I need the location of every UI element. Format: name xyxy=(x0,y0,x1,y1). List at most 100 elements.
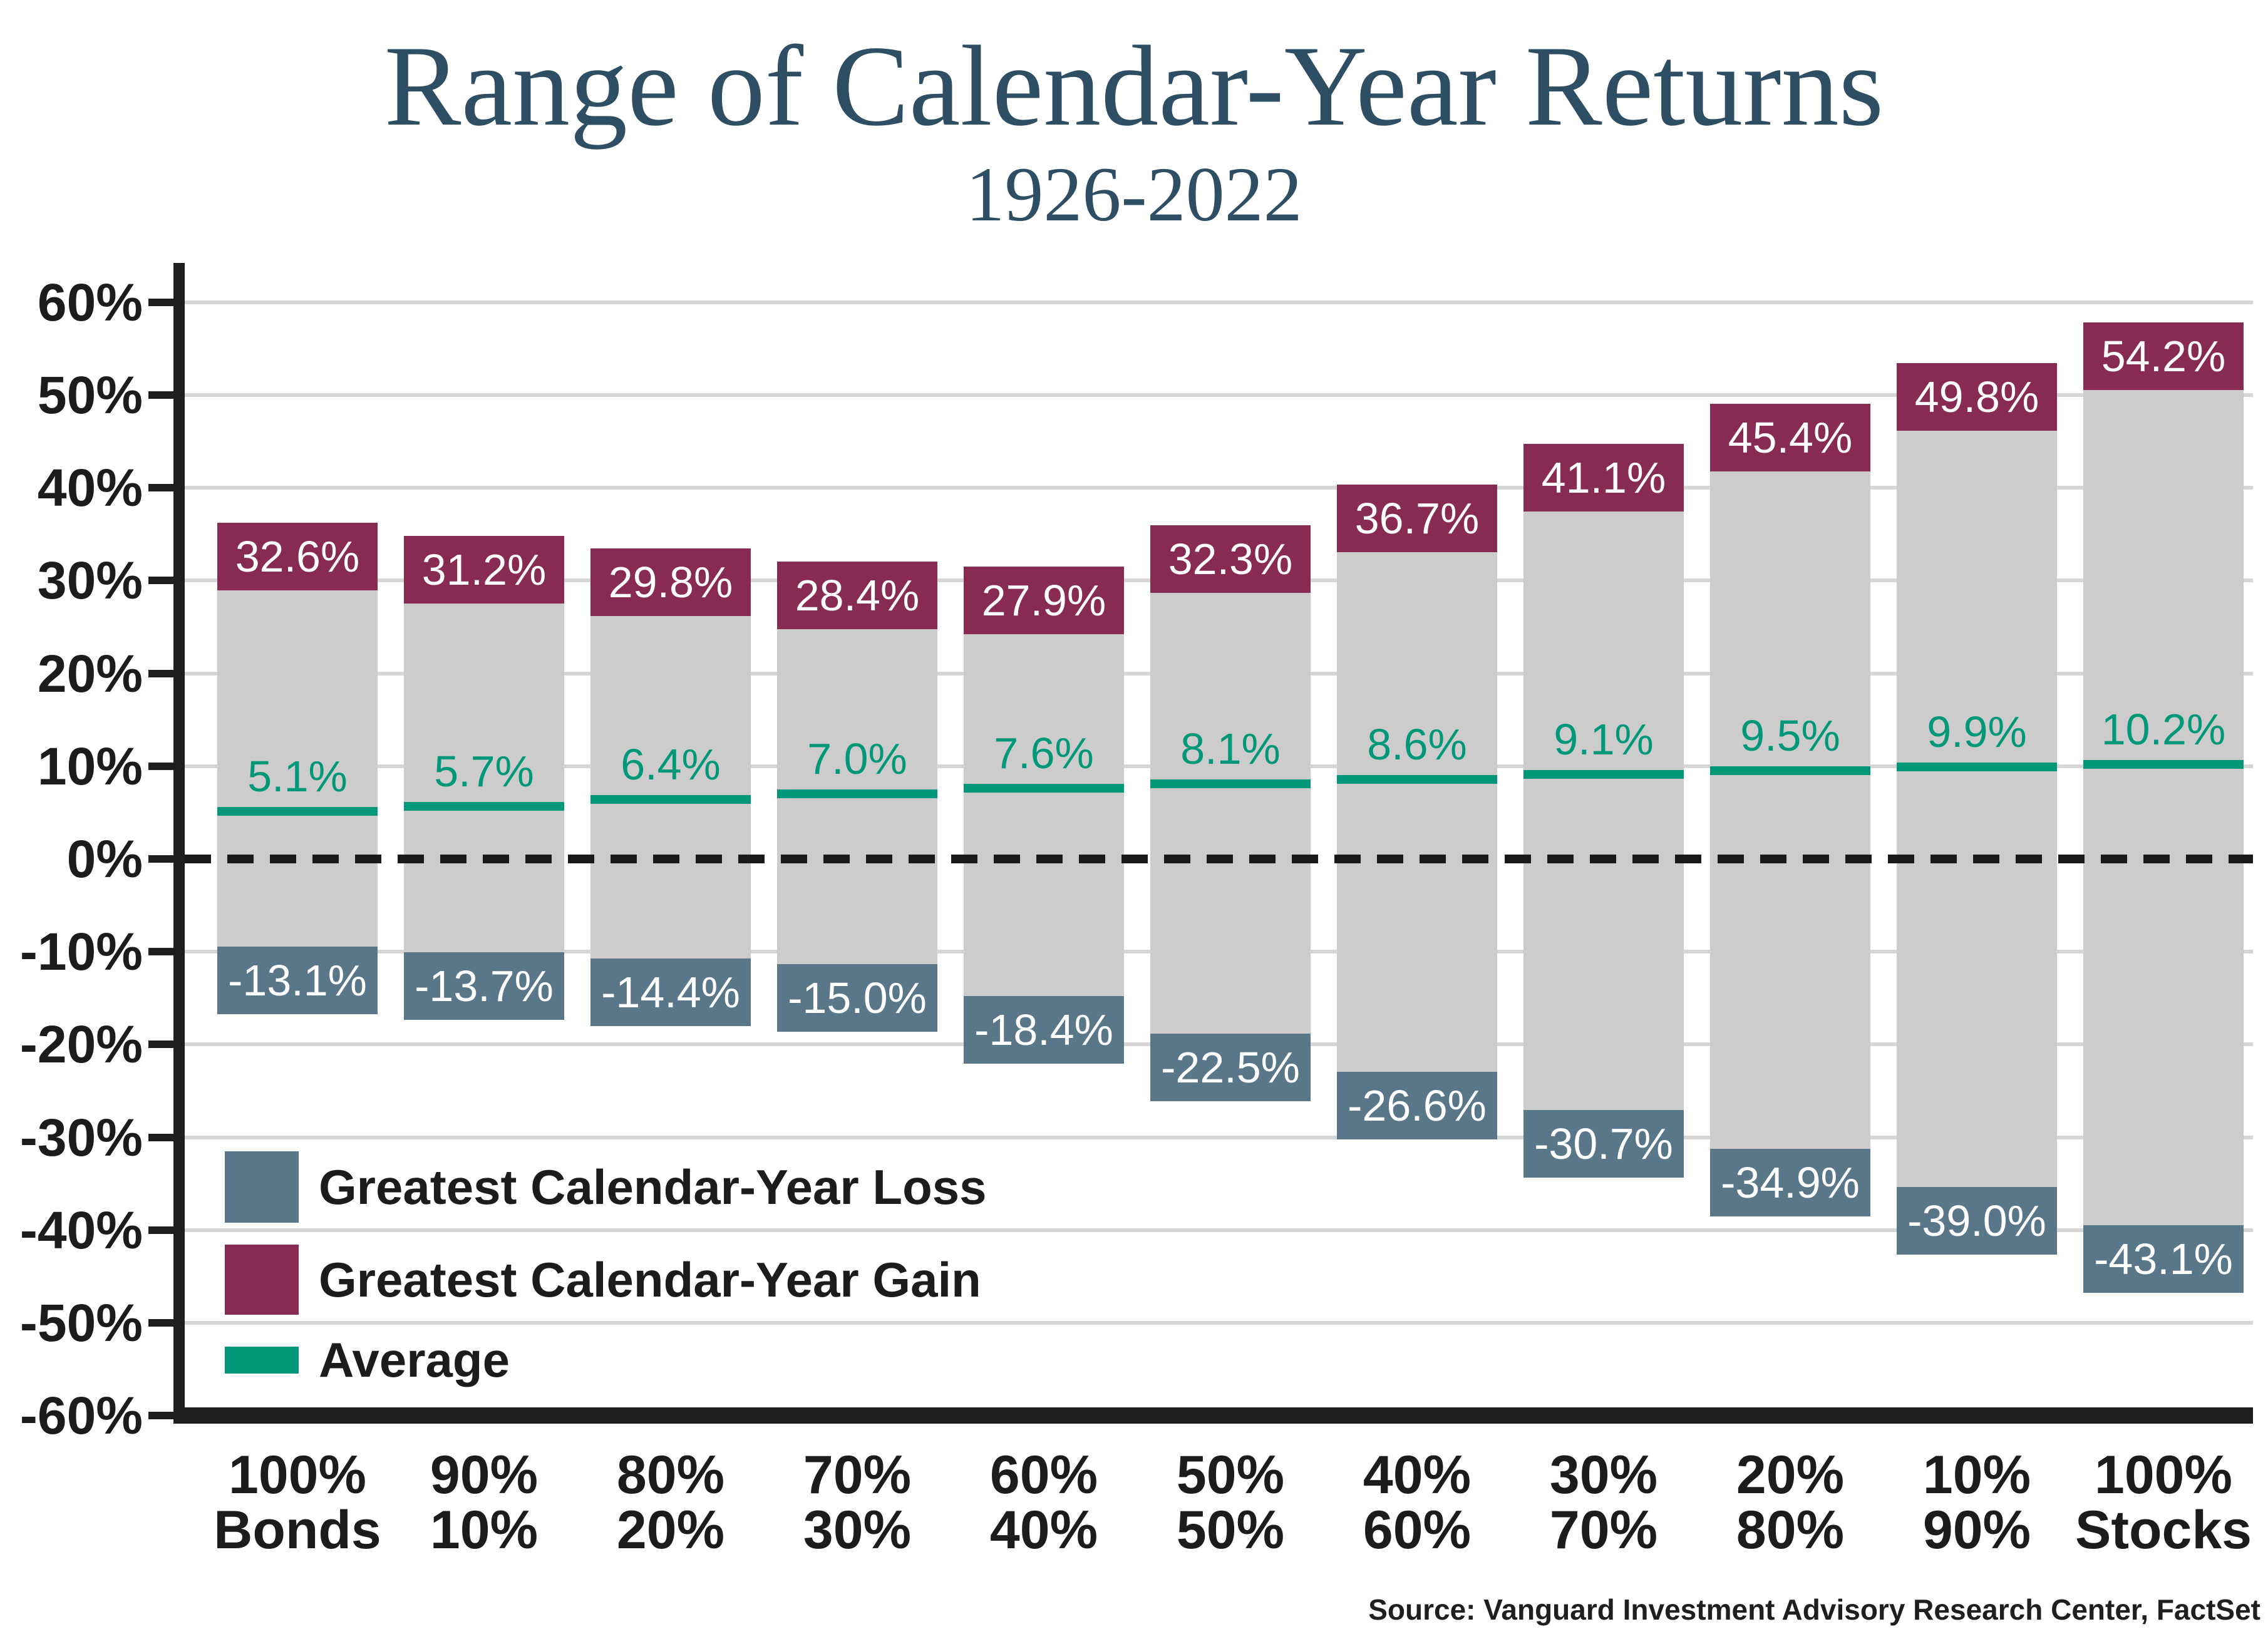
gain-label: 49.8% xyxy=(1914,373,2039,422)
y-tick xyxy=(148,1226,173,1234)
average-label: 10.2% xyxy=(2101,704,2226,754)
y-tick-label: -50% xyxy=(19,1293,143,1352)
loss-label: -26.6% xyxy=(1348,1081,1487,1131)
x-label-line2: 30% xyxy=(803,1500,912,1560)
bar-group: 54.2% -43.1% xyxy=(2083,322,2244,1293)
gridline xyxy=(185,1320,2253,1325)
gain-cap: 27.9% xyxy=(964,566,1124,634)
x-label-line2: 40% xyxy=(989,1500,1098,1560)
legend-label-loss: Greatest Calendar-Year Loss xyxy=(319,1159,987,1215)
loss-cap: -34.9% xyxy=(1710,1149,1870,1217)
average-label: 9.9% xyxy=(1927,707,2027,757)
loss-cap: -39.0% xyxy=(1897,1186,2057,1255)
zero-line xyxy=(185,855,2253,863)
loss-label: -22.5% xyxy=(1161,1043,1300,1092)
gain-label: 45.4% xyxy=(1728,413,1853,463)
bar-group: 32.6% -13.1% xyxy=(217,522,378,1015)
bar-group: 49.8% -39.0% xyxy=(1897,363,2057,1255)
gain-cap: 32.3% xyxy=(1150,525,1311,594)
bar-group: 31.2% -13.7% xyxy=(404,535,564,1020)
loss-cap: -13.1% xyxy=(217,947,378,1015)
bar-body xyxy=(590,615,751,960)
gain-cap: 45.4% xyxy=(1710,404,1870,472)
x-label-line2: 70% xyxy=(1549,1500,1658,1560)
loss-label: -13.1% xyxy=(228,956,367,1005)
gain-label: 36.7% xyxy=(1354,494,1480,543)
legend-label-average: Average xyxy=(319,1332,510,1387)
bar-body xyxy=(964,632,1124,997)
average-line xyxy=(1897,763,2057,772)
y-tick-label: -20% xyxy=(19,1015,143,1074)
gain-cap: 54.2% xyxy=(2083,322,2244,390)
bar-body xyxy=(2083,388,2244,1226)
loss-cap: -26.6% xyxy=(1337,1072,1497,1140)
gridline xyxy=(185,300,2253,304)
bar-body xyxy=(1337,551,1497,1074)
average-label: 7.6% xyxy=(994,729,1094,778)
average-label: 6.4% xyxy=(621,740,721,789)
gain-cap: 36.7% xyxy=(1337,485,1497,553)
y-tick xyxy=(148,669,173,677)
loss-cap: -22.5% xyxy=(1150,1034,1311,1102)
legend-swatch-loss xyxy=(225,1151,299,1223)
y-tick xyxy=(148,855,173,863)
x-label-line2: 50% xyxy=(1176,1500,1285,1560)
bar-group: 29.8% -14.4% xyxy=(590,548,751,1027)
average-label: 9.5% xyxy=(1740,711,1840,761)
average-line xyxy=(1710,766,1870,776)
gain-label: 32.3% xyxy=(1168,535,1293,584)
loss-label: -18.4% xyxy=(974,1005,1113,1054)
y-axis-line xyxy=(173,263,185,1424)
x-axis-label: 80% 20% xyxy=(577,1447,764,1558)
gridline xyxy=(185,1135,2253,1139)
legend-swatch-average xyxy=(225,1347,299,1374)
gain-cap: 28.4% xyxy=(777,562,937,630)
loss-label: -15.0% xyxy=(788,974,927,1023)
average-line xyxy=(964,784,1124,793)
y-tick-label: -60% xyxy=(19,1386,143,1446)
x-label-line2: 10% xyxy=(430,1500,539,1560)
average-label: 7.0% xyxy=(807,734,907,784)
bar-group: 32.3% -22.5% xyxy=(1150,525,1311,1102)
y-tick xyxy=(148,948,173,956)
x-axis-label: 40% 60% xyxy=(1324,1447,1510,1558)
y-tick xyxy=(148,1412,173,1420)
average-label: 9.1% xyxy=(1554,715,1654,764)
x-label-line1: 100% xyxy=(2095,1445,2232,1505)
gain-label: 31.2% xyxy=(421,545,547,594)
bar-group: 45.4% -34.9% xyxy=(1710,404,1870,1217)
legend: Greatest Calendar-Year Loss Greatest Cale… xyxy=(225,1151,1164,1414)
x-axis-label: 20% 80% xyxy=(1697,1447,1884,1558)
gain-label: 32.6% xyxy=(235,532,360,581)
gain-cap: 41.1% xyxy=(1523,444,1684,512)
y-tick xyxy=(148,1041,173,1049)
average-label: 5.7% xyxy=(434,746,534,796)
y-tick xyxy=(148,762,173,770)
x-label-line1: 20% xyxy=(1736,1445,1845,1505)
y-tick xyxy=(148,298,173,306)
gridline xyxy=(185,486,2253,490)
x-axis-label: 100% Bonds xyxy=(204,1447,391,1558)
y-tick-label: 20% xyxy=(37,644,143,703)
x-axis-line xyxy=(173,1407,2253,1424)
y-tick-label: 40% xyxy=(37,458,143,518)
y-tick xyxy=(148,1133,173,1141)
bar-body xyxy=(1897,429,2057,1188)
x-label-line2: Stocks xyxy=(2075,1500,2252,1560)
gain-label: 41.1% xyxy=(1541,453,1666,503)
loss-cap: -18.4% xyxy=(964,995,1124,1064)
x-axis-label: 50% 50% xyxy=(1137,1447,1324,1558)
x-label-line1: 10% xyxy=(1922,1445,2031,1505)
average-line xyxy=(777,789,937,799)
average-line xyxy=(2083,759,2244,769)
bar-body xyxy=(1710,470,1870,1151)
loss-label: -13.7% xyxy=(415,961,554,1010)
legend-swatch-gain xyxy=(225,1245,299,1315)
y-tick xyxy=(148,484,173,492)
gain-label: 27.9% xyxy=(981,575,1106,625)
y-tick-label: 0% xyxy=(66,830,143,888)
y-tick xyxy=(148,391,173,399)
loss-label: -14.4% xyxy=(601,968,740,1017)
legend-row-loss: Greatest Calendar-Year Loss xyxy=(225,1151,986,1223)
